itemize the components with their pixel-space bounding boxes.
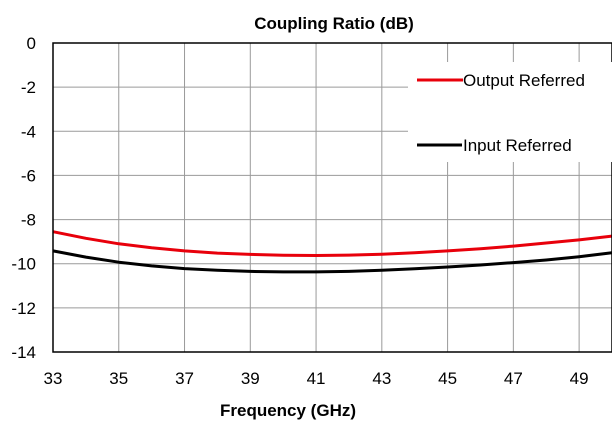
- y-tick-label: -2: [21, 78, 36, 97]
- legend: Output Referred Input Referred: [408, 62, 612, 162]
- series-lines: [52, 230, 612, 274]
- x-tick-label: 35: [109, 369, 128, 388]
- x-tick-label: 37: [175, 369, 194, 388]
- x-tick-label: 49: [570, 369, 589, 388]
- x-tick-labels: 33 35 37 39 41 43 45 47 49: [44, 369, 589, 388]
- y-tick-label: -12: [11, 299, 36, 318]
- series-line-output-referred: [52, 230, 612, 257]
- y-tick-label: -14: [11, 343, 36, 362]
- x-tick-label: 45: [438, 369, 457, 388]
- y-tick-label: -6: [21, 166, 36, 185]
- y-tick-labels: 0 -2 -4 -6 -8 -10 -12 -14: [11, 34, 36, 362]
- legend-label-input-referred: Input Referred: [463, 136, 572, 155]
- series-line-input-referred: [52, 249, 612, 274]
- x-tick-label: 43: [372, 369, 391, 388]
- x-tick-label: 47: [504, 369, 523, 388]
- legend-label-output-referred: Output Referred: [463, 71, 585, 90]
- y-tick-label: 0: [27, 34, 36, 53]
- y-tick-label: -8: [21, 211, 36, 230]
- x-tick-label: 33: [44, 369, 63, 388]
- chart-title: Coupling Ratio (dB): [254, 14, 414, 33]
- x-tick-label: 39: [241, 369, 260, 388]
- x-tick-label: 41: [307, 369, 326, 388]
- y-tick-label: -10: [11, 255, 36, 274]
- plot-frame: [52, 42, 612, 353]
- y-tick-label: -4: [21, 122, 36, 141]
- x-axis-label: Frequency (GHz): [220, 401, 356, 420]
